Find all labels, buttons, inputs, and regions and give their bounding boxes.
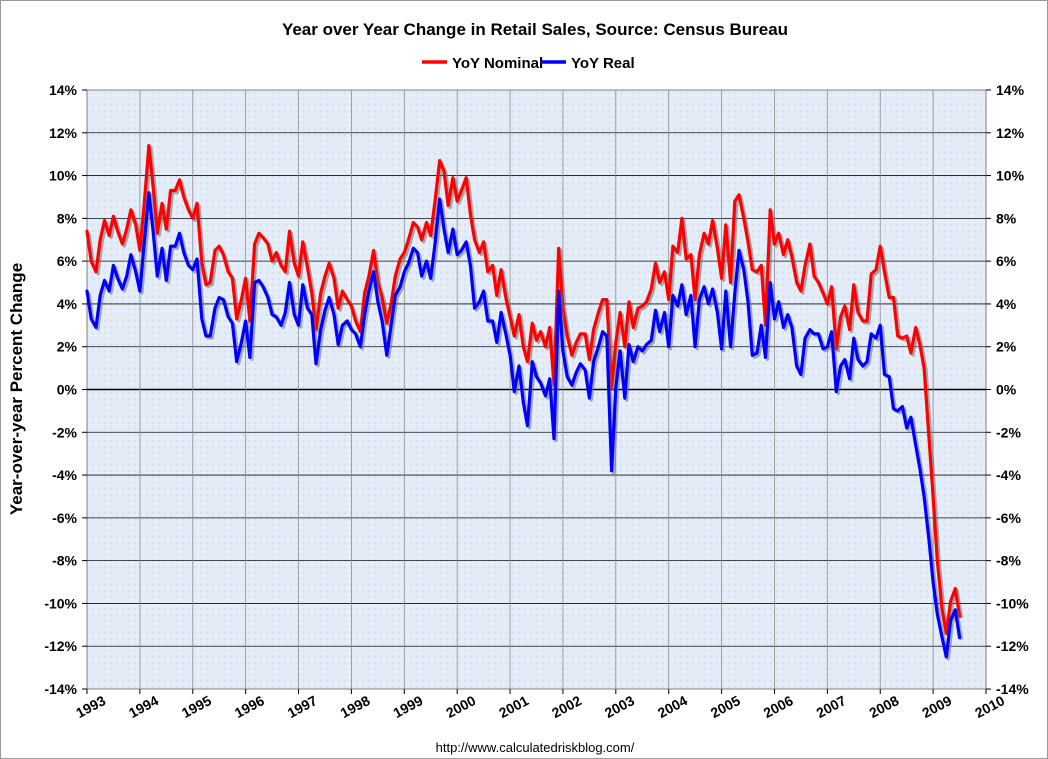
y-tick-label-left: 4% (57, 296, 78, 312)
y-tick-label-left: -6% (52, 510, 77, 526)
x-tick-label: 1995 (179, 692, 214, 721)
y-tick-label-left: -12% (44, 638, 77, 654)
y-tick-label-right: -10% (996, 595, 1029, 611)
y-tick-label-left: -10% (44, 595, 77, 611)
y-tick-label-left: 2% (57, 339, 78, 355)
x-tick-label: 2006 (761, 692, 796, 721)
y-tick-label-right: 8% (996, 210, 1017, 226)
x-tick-label: 1998 (338, 692, 373, 721)
y-tick-label-right: 6% (996, 253, 1017, 269)
y-tick-label-right: 4% (996, 296, 1017, 312)
x-tick-label: 2002 (549, 692, 584, 721)
y-tick-label-right: -2% (996, 424, 1021, 440)
y-tick-label-left: -4% (52, 467, 77, 483)
y-tick-label-right: 2% (996, 339, 1017, 355)
legend-label: YoY Real (571, 55, 635, 72)
y-tick-label-left: -14% (44, 681, 77, 697)
y-tick-label-left: -8% (52, 553, 77, 569)
legend-label: YoY Nominal (452, 55, 543, 72)
x-tick-label: 2009 (919, 692, 954, 721)
series-shadow (87, 193, 964, 661)
source-url: http://www.calculatedriskblog.com/ (436, 740, 635, 755)
x-axis: 1993 1994 1995 1996 1997 1998 1999 2000 2001 2002… (73, 689, 1007, 721)
y-tick-label-right: 14% (996, 82, 1025, 98)
y-tick-label-left: 0% (57, 382, 78, 398)
y-tick-label-right: -6% (996, 510, 1021, 526)
x-tick-label: 2008 (866, 692, 901, 721)
legend: YoY Nominal YoY Real (422, 55, 635, 72)
y-tick-label-right: -12% (996, 638, 1029, 654)
x-tick-label: 1996 (232, 692, 267, 721)
x-tick-label: 1993 (73, 692, 108, 721)
y-tick-label-right: -8% (996, 553, 1021, 569)
x-tick-label: 2001 (496, 692, 531, 721)
y-tick-label-left: 12% (49, 125, 78, 141)
y-tick-label-left: -2% (52, 424, 77, 440)
x-tick-label: 1997 (285, 692, 320, 721)
y-axis-label: Year-over-year Percent Change (7, 263, 26, 515)
x-tick-label: 2004 (655, 692, 690, 721)
series-line-real (85, 191, 962, 659)
series-line-nominal (85, 144, 962, 635)
x-tick-label: 2005 (708, 692, 743, 721)
y-axis-left: 14% 12% 10% 8% 6% 4% 2% 0% -2% -4% -6% -8% -10% -12% -… (44, 82, 87, 697)
y-tick-label-left: 10% (49, 168, 78, 184)
y-axis-right: 14% 12% 10% 8% 6% 4% 2% 0% -2% -4% -6% -8% -10% -12% -… (986, 82, 1029, 697)
y-tick-label-left: 8% (57, 210, 78, 226)
y-tick-label-right: 0% (996, 382, 1017, 398)
x-tick-label: 2000 (443, 692, 478, 721)
chart-title: Year over Year Change in Retail Sales, S… (282, 20, 788, 39)
y-tick-label-right: -4% (996, 467, 1021, 483)
x-tick-label: 2007 (813, 692, 848, 721)
series-layer (85, 144, 964, 661)
x-tick-label: 1994 (126, 692, 161, 721)
y-tick-label-right: 12% (996, 125, 1025, 141)
x-tick-label: 2003 (602, 692, 637, 721)
y-tick-label-left: 6% (57, 253, 78, 269)
y-tick-label-right: -14% (996, 681, 1029, 697)
y-tick-label-right: 10% (996, 168, 1025, 184)
x-tick-label: 1999 (390, 692, 425, 721)
y-tick-label-left: 14% (49, 82, 78, 98)
